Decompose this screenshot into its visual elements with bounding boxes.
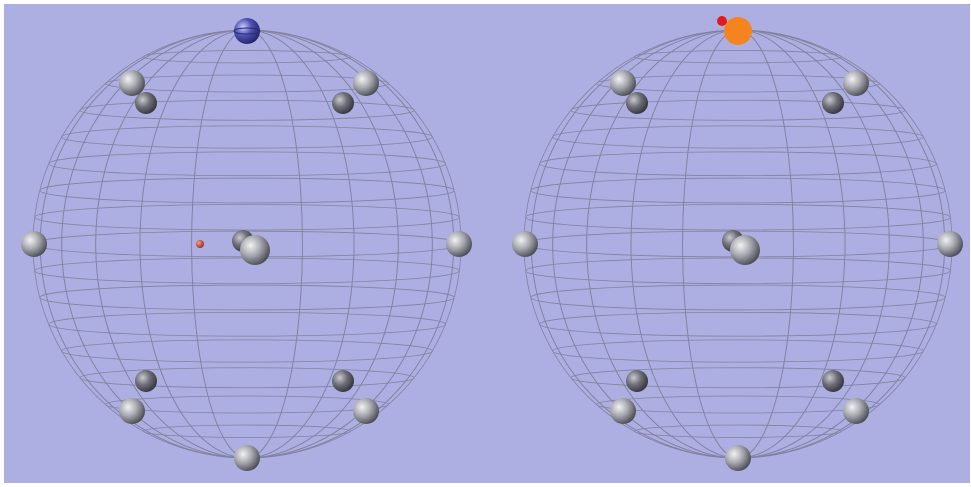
atom-sphere[interactable]: [937, 231, 963, 257]
atom-sphere[interactable]: [234, 445, 260, 471]
wireframe-line: [634, 424, 843, 438]
wireframe-line: [39, 284, 455, 311]
wireframe-line: [530, 177, 946, 204]
center-atom-sphere[interactable]: [730, 235, 760, 265]
right-top-orange-disc[interactable]: [724, 17, 752, 45]
atom-sphere[interactable]: [626, 92, 648, 114]
atom-sphere[interactable]: [135, 370, 157, 392]
left-blue-sphere-band: [233, 27, 261, 35]
wireframe-line: [48, 311, 446, 337]
wireframe-line: [39, 177, 455, 204]
wireframe-line: [61, 339, 433, 363]
atom-sphere[interactable]: [610, 70, 636, 96]
wireframe-line: [552, 339, 924, 363]
atom-sphere[interactable]: [725, 445, 751, 471]
atom-sphere[interactable]: [353, 70, 379, 96]
wireframe-line: [34, 204, 460, 231]
wireframe-line: [596, 395, 880, 414]
atom-sphere[interactable]: [626, 370, 648, 392]
atom-sphere[interactable]: [135, 92, 157, 114]
atom-sphere[interactable]: [843, 398, 869, 424]
atom-sphere[interactable]: [843, 70, 869, 96]
left-top-blue-sphere[interactable]: [234, 18, 260, 44]
wireframe-line: [48, 151, 446, 177]
wireframe-line: [539, 311, 937, 337]
wireframe-line: [570, 367, 906, 389]
atom-sphere[interactable]: [21, 231, 47, 257]
wireframe-line: [530, 284, 946, 311]
wireframe-line: [525, 204, 951, 231]
atom-sphere[interactable]: [822, 370, 844, 392]
wireframe-line: [596, 74, 880, 93]
atom-sphere[interactable]: [332, 370, 354, 392]
wireframe-line: [634, 50, 843, 64]
atom-sphere[interactable]: [119, 70, 145, 96]
atom-sphere[interactable]: [446, 231, 472, 257]
wireframe-line: [105, 74, 389, 93]
atom-sphere[interactable]: [822, 92, 844, 114]
left-panel: [21, 18, 472, 471]
wireframe-line: [552, 125, 924, 149]
wireframe-line: [142, 50, 351, 64]
red-accent-dot[interactable]: [196, 240, 204, 248]
atom-sphere[interactable]: [353, 398, 379, 424]
center-atom-sphere[interactable]: [240, 235, 270, 265]
wireframe-line: [79, 99, 415, 121]
atom-sphere[interactable]: [512, 231, 538, 257]
wireframe-line: [105, 395, 389, 414]
atom-sphere[interactable]: [610, 398, 636, 424]
wireframe-line: [570, 99, 906, 121]
right-panel: [512, 16, 963, 471]
atom-sphere[interactable]: [119, 398, 145, 424]
wireframe-line: [539, 151, 937, 177]
atom-sphere[interactable]: [332, 92, 354, 114]
red-accent-dot[interactable]: [717, 16, 727, 26]
molecule-viewer-canvas[interactable]: [4, 4, 970, 483]
wireframe-line: [61, 125, 433, 149]
wireframe-line: [142, 424, 351, 438]
wireframe-line: [79, 367, 415, 389]
